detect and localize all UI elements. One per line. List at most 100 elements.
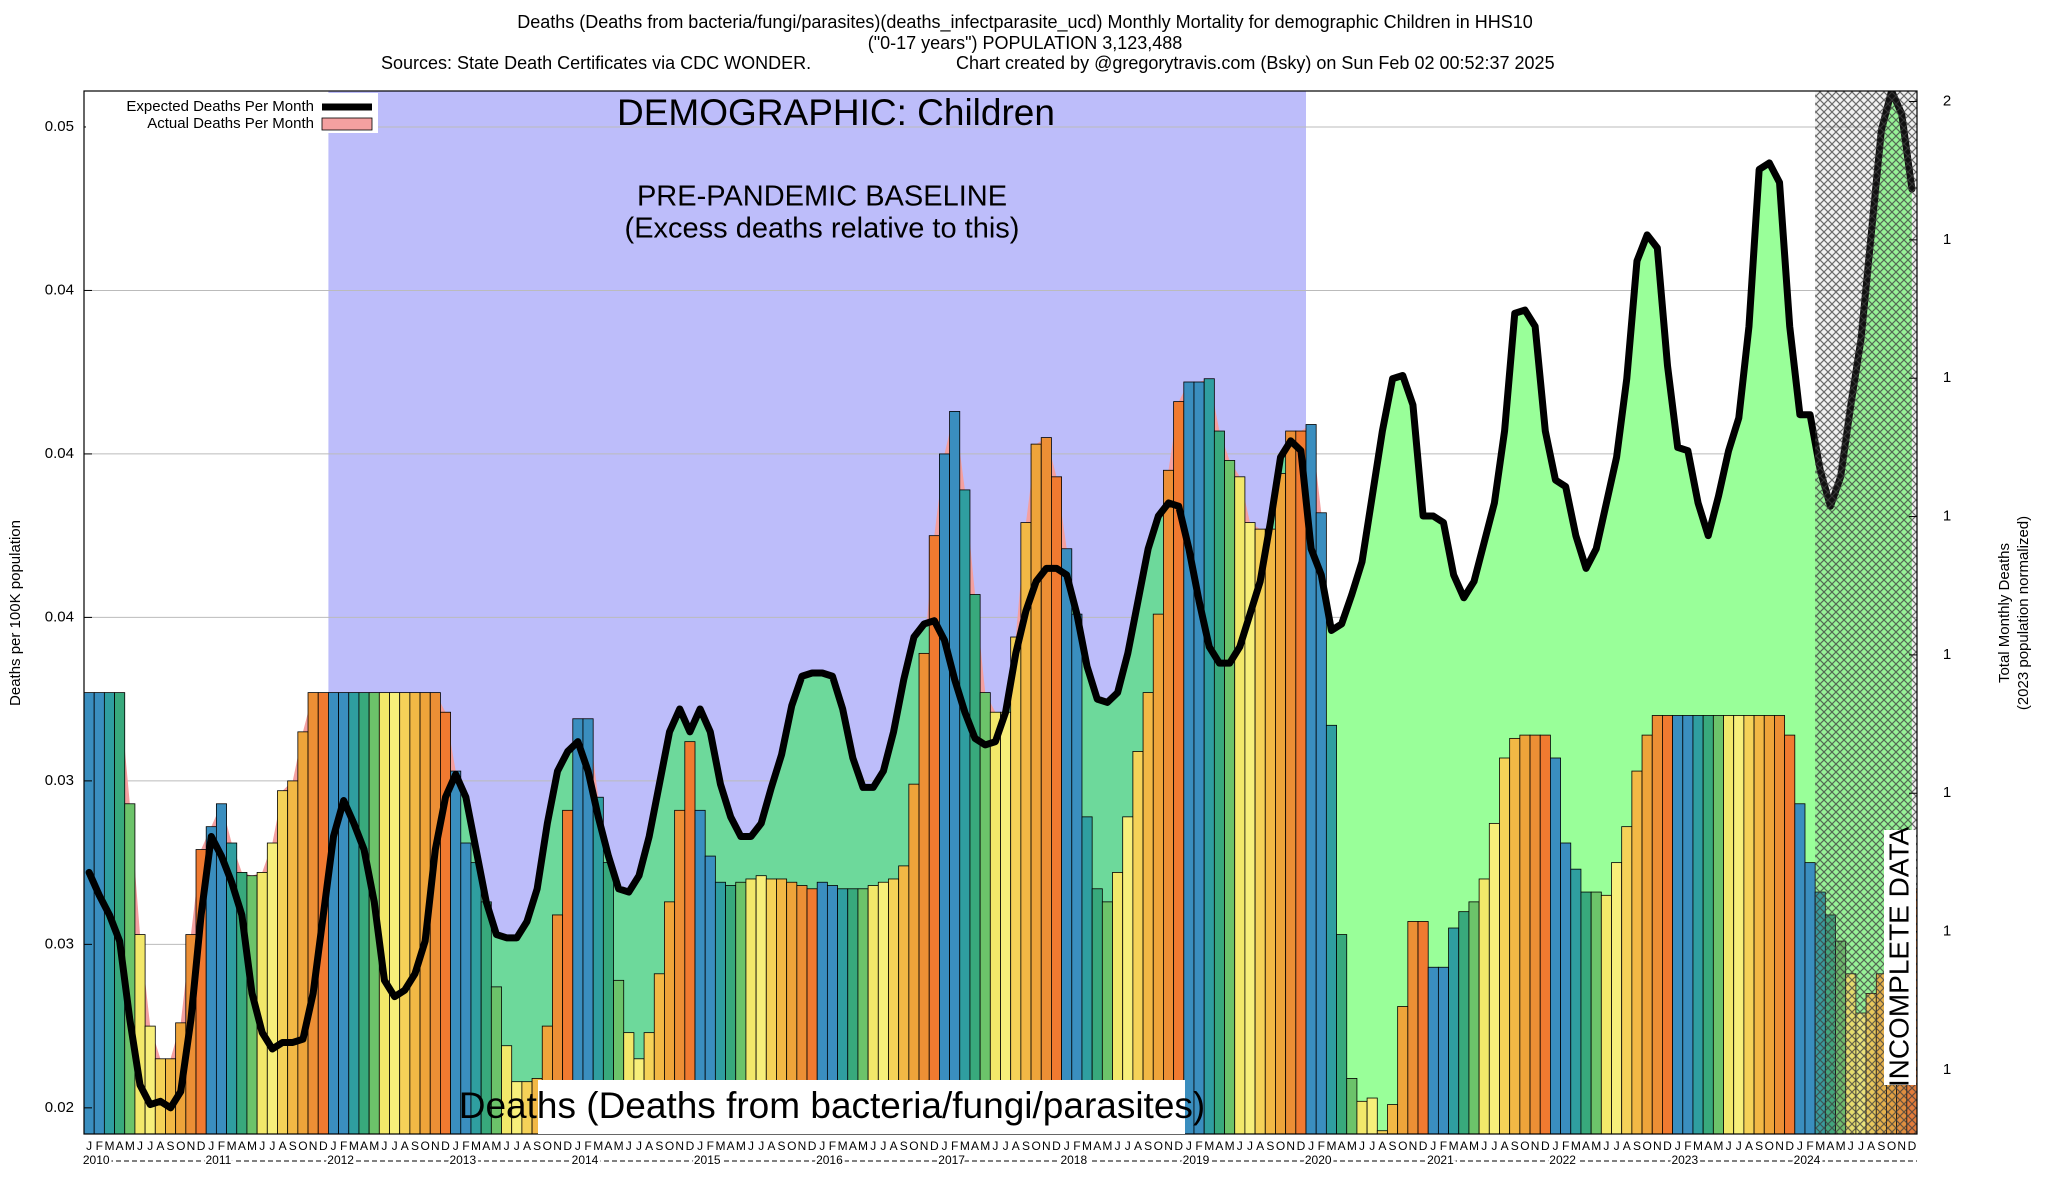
year-label: 2012 — [327, 1153, 354, 1167]
bar — [1356, 1100, 1368, 1134]
y2-tick-label: 1 — [1943, 1061, 1951, 1078]
bar — [1712, 715, 1724, 1134]
x-tick-label: O — [176, 1139, 185, 1153]
bar — [1061, 548, 1073, 1134]
x-tick-label: J — [269, 1139, 275, 1153]
bar — [358, 692, 370, 1134]
x-tick-label: J — [1491, 1139, 1497, 1153]
year-label: 2015 — [694, 1153, 721, 1167]
bar — [1499, 757, 1511, 1134]
x-tick-label: A — [1623, 1139, 1631, 1153]
bar — [1193, 381, 1205, 1134]
bar — [389, 692, 401, 1134]
x-tick-label: A — [156, 1139, 164, 1153]
incomplete-box — [1884, 830, 1916, 1085]
x-tick-label: J — [636, 1139, 642, 1153]
x-tick-label: S — [1755, 1139, 1763, 1153]
expected-area — [89, 91, 1912, 1134]
x-tick-label: M — [1713, 1139, 1723, 1153]
demographic-label: DEMOGRAPHIC: Children — [617, 92, 1055, 133]
year-label: 2022 — [1549, 1153, 1576, 1167]
x-tick-label: J — [758, 1139, 764, 1153]
x-tick-label: A — [1134, 1139, 1142, 1153]
x-tick-label: J — [880, 1139, 886, 1153]
y-tick-label: 0.05 — [45, 118, 74, 135]
year-label: 2020 — [1305, 1153, 1332, 1167]
x-tick-label: J — [208, 1139, 214, 1153]
x-tick-label: S — [533, 1139, 541, 1153]
bar — [1407, 921, 1419, 1134]
y2-axis-label: Total Monthly Deaths — [1996, 543, 2013, 683]
x-tick-label: F — [1684, 1139, 1691, 1153]
bar — [1437, 966, 1449, 1134]
x-tick-label: F — [1195, 1139, 1202, 1153]
x-tick-label: J — [626, 1139, 632, 1153]
x-tick-label: J — [1369, 1139, 1375, 1153]
x-tick-label: M — [980, 1139, 990, 1153]
y2-tick-label: 1 — [1943, 646, 1951, 663]
bar — [114, 692, 126, 1134]
bar — [1030, 443, 1042, 1134]
bar — [1682, 715, 1694, 1134]
credit: Chart created by @gregorytravis.com (Bsk… — [956, 53, 1555, 73]
bar — [1641, 734, 1653, 1134]
bar — [378, 692, 390, 1134]
x-tick-label: J — [1797, 1139, 1803, 1153]
x-tick-label: J — [1603, 1139, 1609, 1153]
x-tick-label: M — [1204, 1139, 1214, 1153]
x-tick-label: M — [1836, 1139, 1846, 1153]
bar — [1417, 921, 1429, 1134]
x-tick-label: J — [1359, 1139, 1365, 1153]
x-tick-label: A — [1460, 1139, 1468, 1153]
x-tick-label: D — [1908, 1139, 1917, 1153]
chart-subtitle: ("0-17 years") POPULATION 3,123,488 — [868, 33, 1183, 53]
x-tick-label: A — [727, 1139, 735, 1153]
bar — [1509, 737, 1521, 1134]
x-tick-label: F — [1318, 1139, 1325, 1153]
x-tick-label: M — [1102, 1139, 1112, 1153]
x-tick-label: A — [645, 1139, 653, 1153]
bar — [399, 692, 411, 1134]
x-tick-label: M — [1693, 1139, 1703, 1153]
year-label: 2016 — [816, 1153, 843, 1167]
bar — [1570, 868, 1582, 1134]
x-tick-label: D — [808, 1139, 817, 1153]
x-tick-label: J — [381, 1139, 387, 1153]
x-tick-label: O — [1765, 1139, 1774, 1153]
x-tick-label: A — [482, 1139, 490, 1153]
incomplete-label: INCOMPLETE DATA — [1883, 827, 1914, 1088]
x-tick-label: N — [1164, 1139, 1173, 1153]
x-tick-label: F — [584, 1139, 591, 1153]
x-tick-label: M — [736, 1139, 746, 1153]
x-tick-label: M — [471, 1139, 481, 1153]
x-tick-label: A — [1501, 1139, 1509, 1153]
legend-label: Expected Deaths Per Month — [126, 98, 314, 115]
x-tick-label: A — [604, 1139, 612, 1153]
x-tick-label: O — [543, 1139, 552, 1153]
x-tick-label: S — [1022, 1139, 1030, 1153]
bar — [1662, 715, 1673, 1134]
x-tick-label: F — [96, 1139, 103, 1153]
x-tick-label: A — [1867, 1139, 1875, 1153]
x-tick-label: D — [1052, 1139, 1061, 1153]
x-tick-label: M — [593, 1139, 603, 1153]
bar — [256, 872, 268, 1134]
year-label: 2024 — [1794, 1153, 1821, 1167]
x-tick-label: J — [1736, 1139, 1742, 1153]
x-tick-label: N — [1531, 1139, 1540, 1153]
source: Sources: State Death Certificates via CD… — [381, 53, 811, 73]
bar — [1488, 822, 1500, 1134]
x-tick-label: A — [1582, 1139, 1590, 1153]
bar — [1600, 894, 1612, 1134]
bar — [989, 711, 1001, 1134]
x-tick-label: J — [1237, 1139, 1243, 1153]
x-tick-label: N — [1775, 1139, 1784, 1153]
bar — [1051, 476, 1062, 1134]
bar — [1183, 381, 1195, 1134]
bar — [1163, 469, 1175, 1134]
bar — [1203, 378, 1215, 1134]
bar — [348, 692, 360, 1134]
bar — [1071, 613, 1083, 1134]
x-tick-label: A — [767, 1139, 775, 1153]
